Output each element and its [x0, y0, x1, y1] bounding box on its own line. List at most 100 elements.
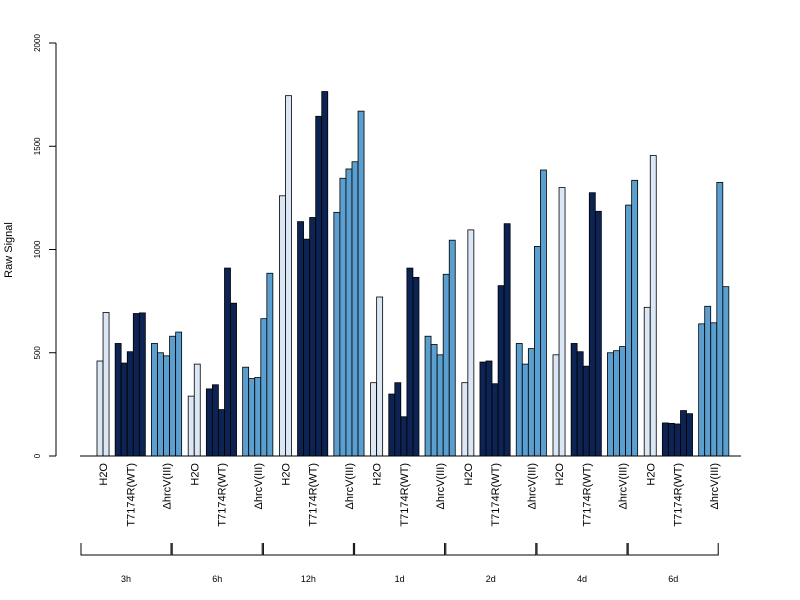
bar-6h-1-4 [230, 302, 237, 457]
bar-12h-1-3 [315, 115, 323, 457]
axes: 0 500 1000 1500 2000 [33, 34, 741, 556]
bar-3h-2-4 [175, 331, 183, 457]
bar-3h-1-2 [126, 351, 134, 457]
bar-6h-0-1 [193, 363, 201, 457]
bar-1d-2-1 [430, 344, 438, 457]
group-label: H2O [372, 463, 384, 486]
group-label: H2O [98, 463, 110, 486]
bar-4d-1-2 [582, 365, 590, 457]
group-label: H2O [645, 463, 657, 486]
bar-2d-1-4 [503, 223, 511, 457]
bar-2d-2-3 [534, 245, 541, 457]
group-label: ΔhrcV(III) [435, 463, 447, 509]
bar-12h-2-0 [333, 211, 341, 457]
bar-6h-1-0 [205, 388, 213, 457]
bar-1d-0-1 [376, 296, 384, 457]
timepoint-label: 6d [668, 574, 678, 584]
bar-3h-0-1 [102, 312, 110, 457]
bar-2d-2-0 [515, 343, 523, 457]
bar-1d-2-4 [448, 239, 456, 457]
bar-4d-0-0 [552, 354, 560, 457]
bar-3h-1-4 [138, 312, 146, 457]
timepoint-bracket [536, 543, 628, 556]
group-label: ΔhrcV(III) [162, 463, 174, 509]
bar-4d-1-4 [594, 210, 602, 457]
bar-6d-1-0 [661, 422, 669, 457]
bar-6d-1-3 [680, 410, 687, 457]
bar-12h-2-4 [357, 110, 365, 457]
bar-2d-2-2 [527, 348, 535, 457]
bar-3h-1-1 [120, 362, 128, 457]
group-label: T7174R(WT) [308, 463, 320, 527]
bar-6d-2-2 [710, 322, 718, 457]
bar-3h-0-0 [96, 360, 104, 457]
group-label: ΔhrcV(III) [709, 463, 721, 509]
bar-12h-0-1 [285, 95, 292, 457]
bar-4d-2-3 [625, 204, 632, 457]
bar-6h-2-0 [242, 366, 250, 457]
group-label: H2O [463, 463, 475, 486]
timepoint-label: 6h [212, 574, 222, 584]
group-label: T7174R(WT) [673, 463, 685, 527]
timepoint-bracket [171, 543, 263, 556]
category-labels: H2O T7174R(WT) ΔhrcV(III) 3h H2O T7174R(WT) Δh… [98, 463, 721, 584]
bar-6d-2-3 [716, 181, 724, 457]
bar-6d-2-0 [698, 323, 706, 457]
bar-12h-2-2 [345, 168, 353, 457]
bar-1d-2-2 [436, 354, 444, 457]
bar-6d-1-4 [686, 413, 693, 457]
timepoint-bracket [262, 543, 354, 556]
y-tick-label: 500 [33, 346, 42, 360]
bar-1d-1-4 [412, 276, 420, 457]
bar-4d-2-2 [619, 346, 626, 457]
bar-6d-1-1 [668, 422, 675, 457]
bar-1d-1-3 [406, 267, 414, 457]
bar-6h-2-4 [266, 272, 274, 457]
bar-3h-2-3 [169, 335, 177, 457]
bar-6h-2-3 [260, 318, 268, 457]
bar-12h-1-0 [297, 221, 304, 457]
bar-12h-1-2 [309, 217, 317, 457]
group-label: T7174R(WT) [399, 463, 411, 527]
timepoint-bracket [445, 543, 537, 556]
bar-6d-0-1 [649, 155, 657, 457]
timepoint-label: 12h [301, 574, 316, 584]
bar-4d-1-1 [576, 351, 584, 457]
bar-6d-2-4 [722, 286, 730, 457]
bar-2d-0-0 [461, 382, 469, 457]
group-label: T7174R(WT) [217, 463, 229, 527]
bar-12h-2-3 [351, 161, 359, 457]
bar-6h-1-1 [211, 384, 219, 457]
bars [96, 91, 730, 457]
bar-2d-1-2 [491, 383, 499, 457]
bar-3h-1-0 [114, 343, 122, 457]
group-label: ΔhrcV(III) [618, 463, 630, 509]
bar-4d-1-3 [588, 192, 596, 457]
y-axis-title: Raw Signal [3, 222, 15, 278]
timepoint-label: 3h [121, 574, 131, 584]
group-label: T7174R(WT) [125, 463, 137, 527]
bar-3h-2-0 [151, 343, 158, 457]
bar-6d-0-0 [643, 306, 651, 457]
bar-6d-2-1 [704, 305, 712, 457]
timepoint-bracket [354, 543, 446, 556]
bar-1d-0-0 [370, 382, 378, 457]
timepoint-label: 1d [395, 574, 405, 584]
bar-4d-0-1 [558, 187, 566, 457]
group-label: T7174R(WT) [490, 463, 502, 527]
bar-1d-1-2 [400, 416, 408, 457]
bar-1d-2-0 [424, 335, 432, 457]
bar-4d-2-0 [607, 352, 614, 457]
y-tick-label: 0 [33, 453, 42, 458]
bar-6h-2-2 [254, 377, 262, 457]
bar-2d-1-1 [485, 360, 493, 457]
y-tick-label: 1500 [33, 137, 42, 155]
bar-12h-2-1 [339, 177, 347, 457]
bar-1d-2-3 [442, 273, 450, 457]
bar-12h-1-4 [321, 91, 329, 457]
group-label: H2O [280, 463, 292, 486]
bar-3h-1-3 [132, 313, 140, 457]
bar-6h-1-3 [224, 267, 231, 457]
bar-4d-1-0 [570, 343, 578, 457]
